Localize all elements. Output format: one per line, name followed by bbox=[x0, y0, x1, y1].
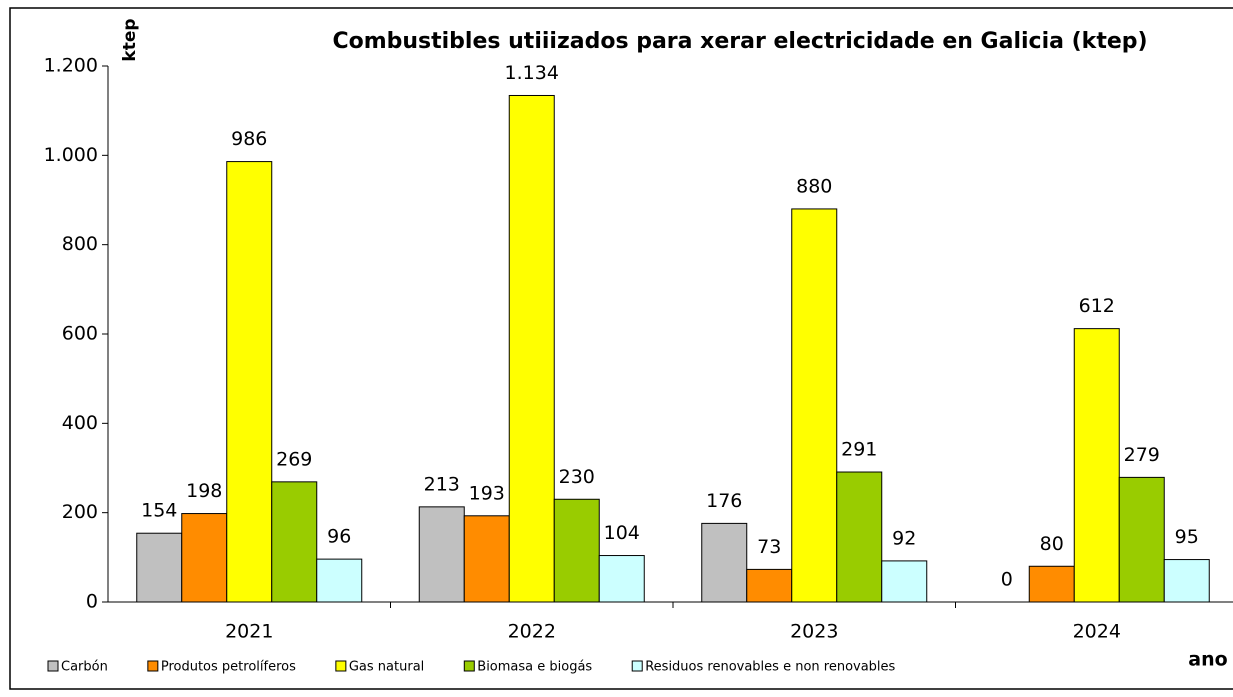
data-label: 230 bbox=[559, 466, 595, 488]
data-label: 104 bbox=[604, 522, 640, 544]
bar bbox=[598, 555, 645, 603]
y-tick-label: 200 bbox=[62, 501, 98, 523]
bar bbox=[1028, 565, 1075, 603]
bar bbox=[701, 522, 748, 603]
data-label: 198 bbox=[186, 480, 222, 502]
legend-label: Carbón bbox=[61, 660, 108, 675]
x-tick-label: 2024 bbox=[1073, 621, 1121, 643]
data-label: 193 bbox=[469, 482, 505, 504]
data-label: 0 bbox=[1001, 569, 1013, 591]
bar bbox=[418, 506, 465, 603]
data-label: 95 bbox=[1175, 526, 1199, 548]
bar bbox=[463, 515, 510, 603]
bar bbox=[553, 498, 600, 603]
data-label: 279 bbox=[1124, 444, 1160, 466]
legend-swatch bbox=[463, 660, 475, 672]
data-label: 80 bbox=[1040, 533, 1064, 555]
chart-title: Combustibles utiiizados para xerar elect… bbox=[332, 29, 1147, 54]
bar bbox=[316, 558, 363, 603]
bar bbox=[1163, 559, 1210, 603]
bar bbox=[271, 481, 318, 603]
y-tick-label: 1.200 bbox=[44, 55, 98, 77]
chart-frame bbox=[9, 7, 1233, 690]
x-tick-label: 2023 bbox=[790, 621, 838, 643]
x-tick-label: 2022 bbox=[508, 621, 556, 643]
bar bbox=[226, 161, 273, 603]
data-label: 96 bbox=[327, 526, 351, 548]
y-tick-label: 0 bbox=[86, 591, 98, 613]
legend-swatch bbox=[147, 660, 159, 672]
data-label: 92 bbox=[892, 527, 916, 549]
bar bbox=[181, 513, 228, 603]
bar bbox=[1073, 328, 1120, 603]
data-label: 1.134 bbox=[505, 62, 559, 84]
data-label: 986 bbox=[231, 128, 267, 150]
data-label: 73 bbox=[757, 536, 781, 558]
legend: Carbón Produtos petrolíferos Gas natural Bi… bbox=[47, 660, 896, 675]
legend-label: Produtos petrolíferos bbox=[161, 660, 296, 675]
legend-swatch bbox=[631, 660, 643, 672]
x-tick-label: 2021 bbox=[225, 621, 273, 643]
data-label: 880 bbox=[796, 175, 832, 197]
legend-swatch bbox=[335, 660, 347, 672]
bar bbox=[136, 532, 183, 603]
data-label: 176 bbox=[706, 490, 742, 512]
bar bbox=[836, 471, 883, 603]
legend-label: Gas natural bbox=[349, 660, 424, 675]
y-axis-label: ktep bbox=[120, 18, 140, 61]
y-tick-label: 1.000 bbox=[44, 144, 98, 166]
legend-label: Residuos renovables e non renovables bbox=[645, 660, 895, 675]
bar bbox=[508, 94, 555, 603]
y-tick-label: 600 bbox=[62, 323, 98, 345]
data-label: 269 bbox=[276, 448, 312, 470]
y-tick-label: 800 bbox=[62, 233, 98, 255]
x-axis-label: ano bbox=[1188, 649, 1227, 671]
bar bbox=[1118, 476, 1165, 603]
bar bbox=[881, 560, 928, 603]
legend-label: Biomasa e biogás bbox=[477, 660, 592, 675]
legend-swatch bbox=[47, 660, 59, 672]
data-label: 154 bbox=[141, 500, 177, 522]
data-label: 612 bbox=[1079, 295, 1115, 317]
data-label: 213 bbox=[424, 473, 460, 495]
data-label: 291 bbox=[841, 439, 877, 461]
y-tick-label: 400 bbox=[62, 412, 98, 434]
bar bbox=[791, 208, 838, 603]
bar bbox=[746, 568, 793, 603]
